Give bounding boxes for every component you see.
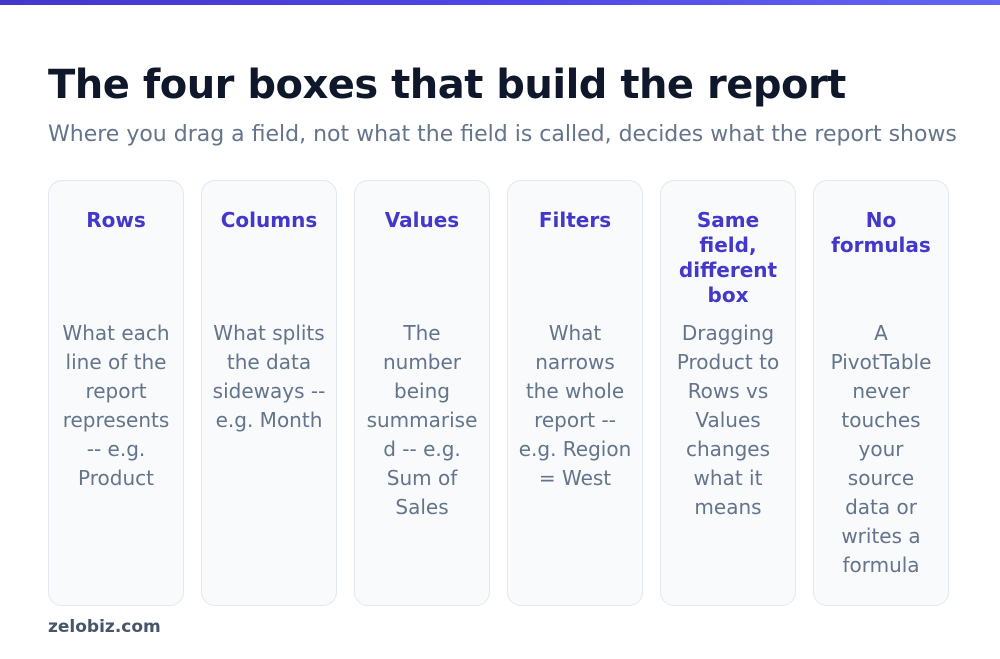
card-body: A PivotTable never touches your source d… bbox=[830, 321, 932, 577]
top-accent-bar bbox=[0, 0, 1000, 5]
card-title: No formulas bbox=[831, 208, 931, 257]
card-body: Dragging Product to Rows vs Values chang… bbox=[676, 321, 780, 519]
card-no-formulas: No formulas A PivotTable never touches y… bbox=[813, 180, 949, 606]
page-subtitle: Where you drag a field, not what the fie… bbox=[48, 122, 957, 147]
card-filters: Filters What narrows the whole report --… bbox=[507, 180, 643, 606]
card-title: Columns bbox=[220, 208, 318, 232]
card-body: What narrows the whole report -- e.g. Re… bbox=[518, 321, 632, 490]
card-title: Values bbox=[384, 208, 460, 232]
card-body: What each line of the report represents … bbox=[62, 321, 170, 490]
footer-brand: zelobiz.com bbox=[48, 617, 161, 637]
card-values: Values The number being summarised -- e.… bbox=[354, 180, 490, 606]
page-title: The four boxes that build the report bbox=[48, 62, 846, 108]
card-body: What splits the data sideways -- e.g. Mo… bbox=[212, 321, 326, 432]
card-title: Rows bbox=[86, 208, 146, 232]
card-body: The number being summarised -- e.g. Sum … bbox=[366, 321, 478, 519]
card-title: Same field, different box bbox=[678, 208, 778, 307]
card-columns: Columns What splits the data sideways --… bbox=[201, 180, 337, 606]
card-grid: Rows What each line of the report repres… bbox=[48, 180, 949, 606]
card-rows: Rows What each line of the report repres… bbox=[48, 180, 184, 606]
card-same-field: Same field, different box Dragging Produ… bbox=[660, 180, 796, 606]
card-title: Filters bbox=[538, 208, 612, 232]
